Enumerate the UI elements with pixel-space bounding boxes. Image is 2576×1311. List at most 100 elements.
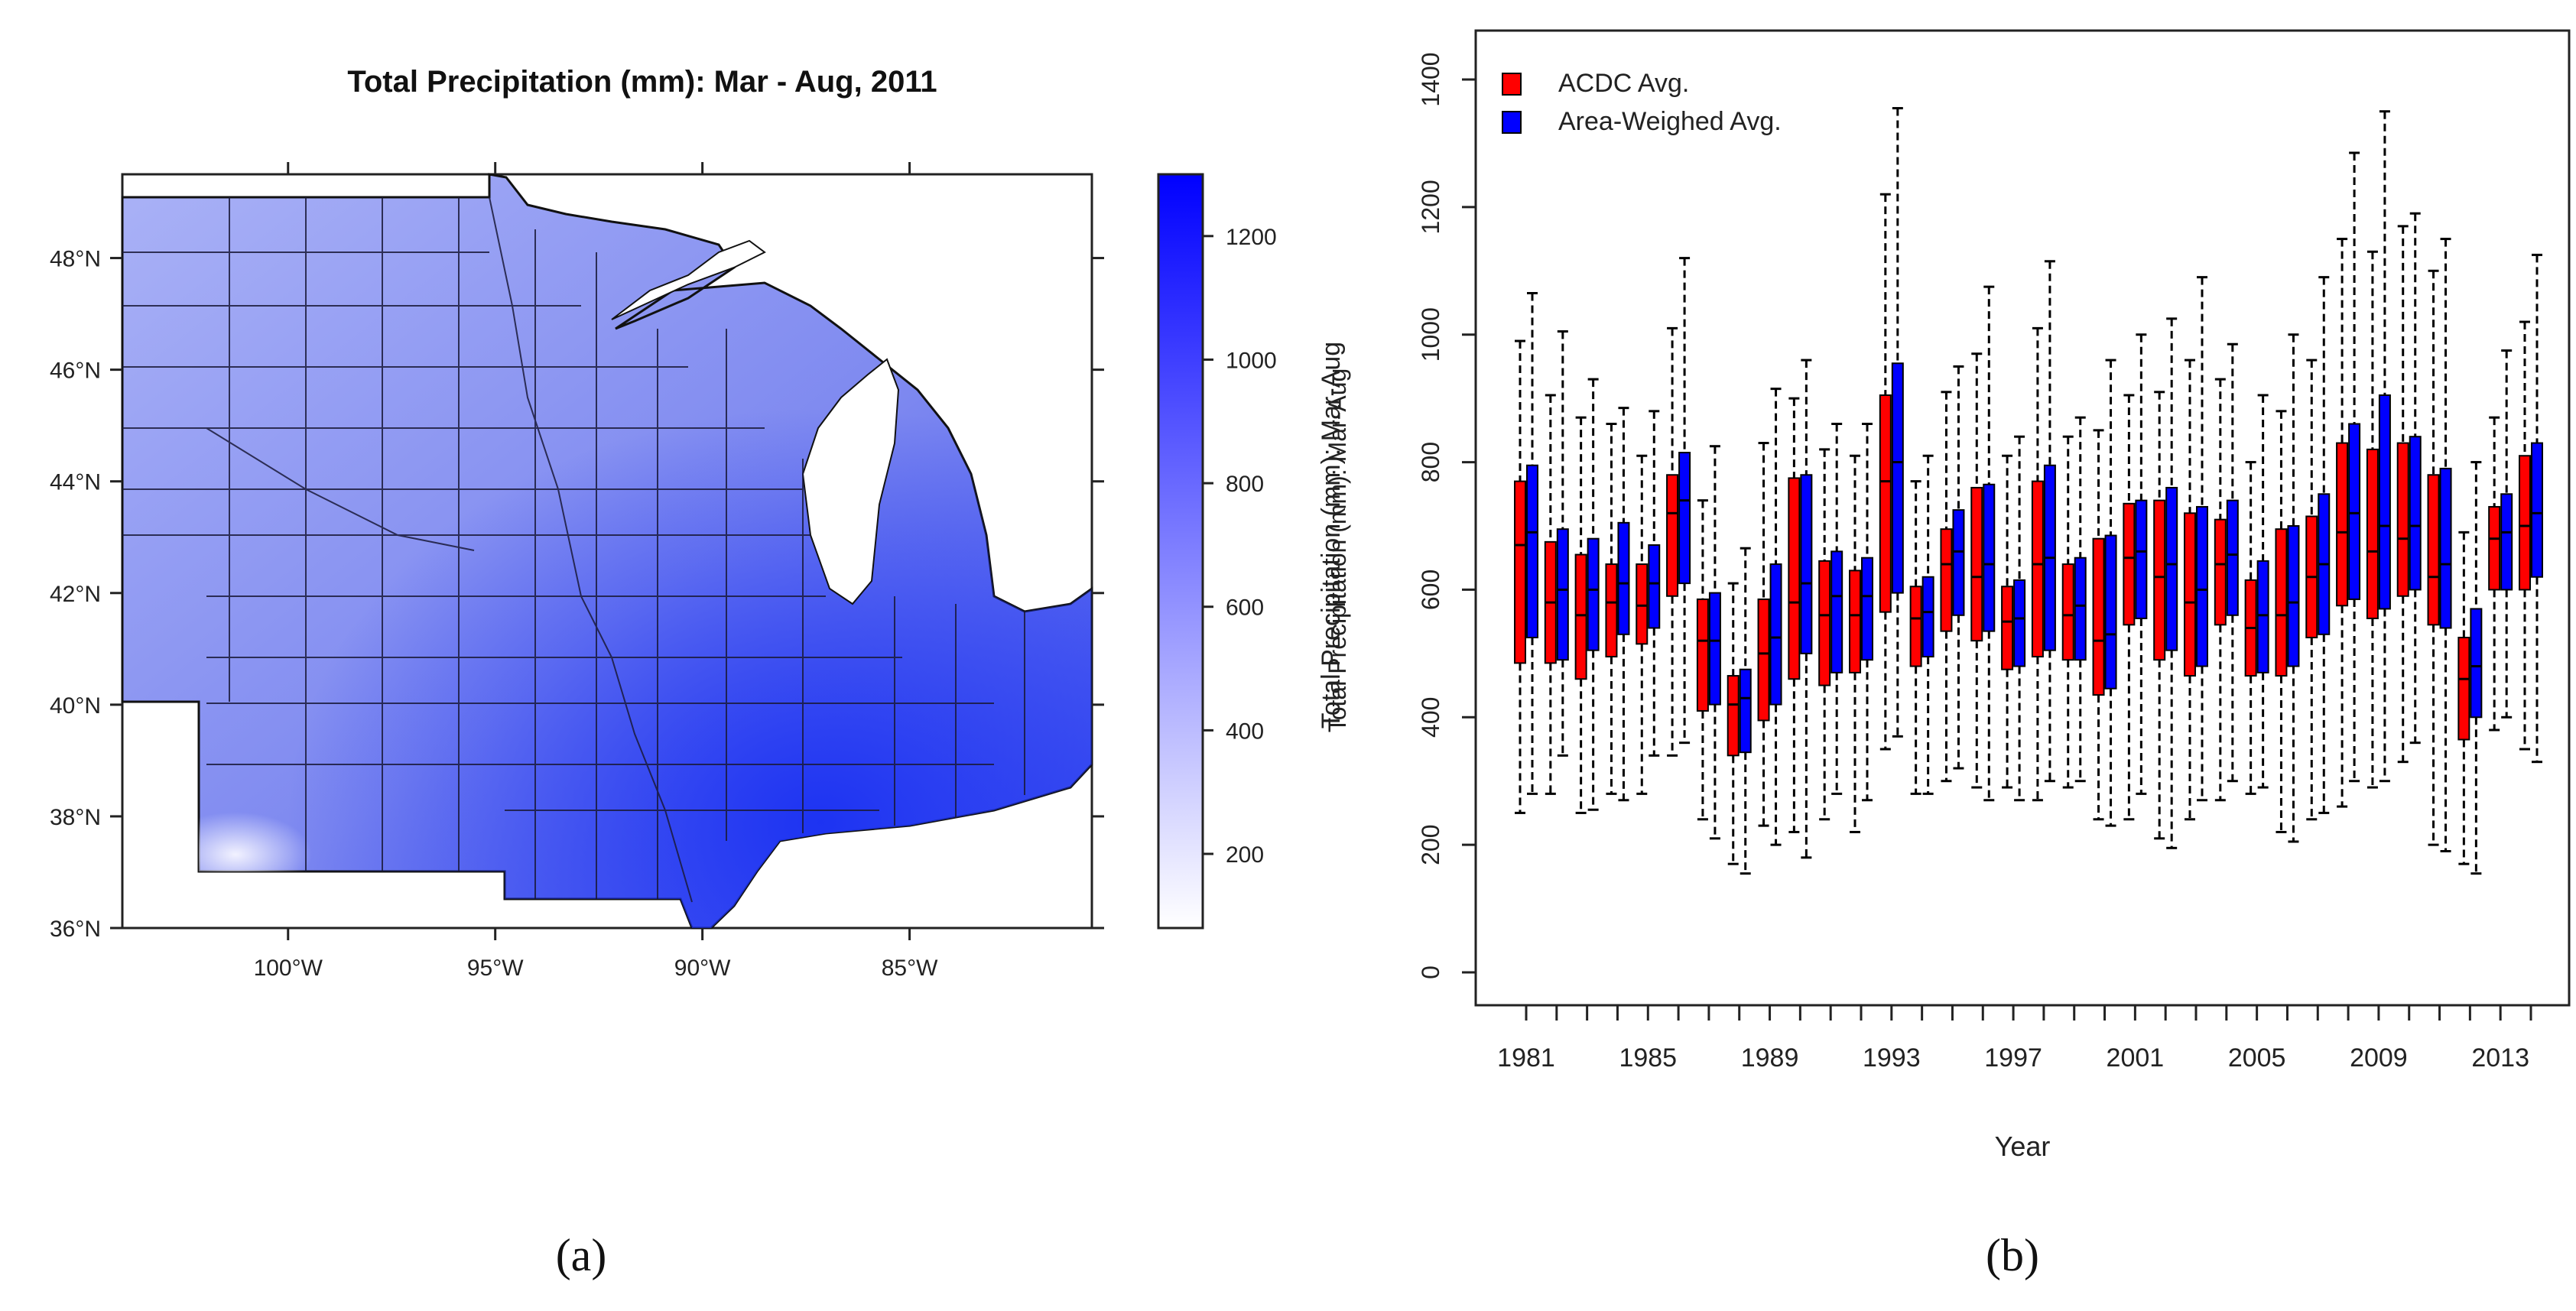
box-iqr [1678, 452, 1691, 585]
colorbar-tick-label: 200 [1226, 842, 1264, 868]
acdc-box-1985 [1636, 454, 1649, 795]
area-weighed-box-1994 [1921, 454, 1934, 795]
boxplot-y-tick-label: 1400 [1417, 52, 1444, 106]
acdc-box-2012 [2457, 531, 2470, 865]
map-x-tick-label: 85°W [882, 956, 938, 981]
box-iqr [1849, 570, 1861, 673]
acdc-box-2014 [2519, 320, 2531, 751]
acdc-box-1987 [1696, 499, 1709, 821]
area-weighed-box-2005 [2256, 394, 2269, 789]
box-iqr [1830, 550, 1843, 673]
box-iqr [1727, 675, 1740, 757]
acdc-box-1984 [1605, 423, 1618, 795]
area-weighed-box-1985 [1648, 410, 1661, 757]
box-iqr [1617, 521, 1630, 635]
area-weighed-box-2000 [2104, 359, 2117, 827]
colorbar-ticks: 200 400 600 800 1000 1200 [1203, 225, 1277, 868]
acdc-box-1995 [1940, 391, 1953, 783]
acdc-box-1993 [1879, 193, 1892, 751]
boxplot-x-tick-label: 1997 [1984, 1043, 2042, 1072]
boxplot-y-tick-label: 800 [1417, 442, 1444, 482]
map-x-axis: 100°W 95°W 90°W 85°W [254, 162, 938, 981]
area-weighed-box-1990 [1800, 359, 1813, 859]
map-y-tick-label: 36°N [50, 917, 101, 942]
box-iqr [2427, 474, 2440, 626]
area-weighed-box-1993 [1891, 107, 1904, 738]
box-iqr [2165, 486, 2178, 651]
acdc-box-1999 [2061, 435, 2074, 789]
acdc-box-1983 [1574, 416, 1587, 814]
area-weighed-box-1983 [1587, 378, 1600, 811]
box-iqr [2135, 499, 2148, 619]
boxplot-x-tick-label: 1981 [1497, 1043, 1555, 1072]
map-x-tick-label: 95°W [467, 956, 524, 981]
box-iqr [1605, 563, 1618, 658]
box-iqr [1800, 474, 1813, 654]
boxplot-x-tick-label: 2009 [2350, 1043, 2408, 1072]
box-iqr [1861, 557, 1873, 661]
box-iqr [2275, 528, 2288, 677]
box-iqr [2153, 499, 2166, 661]
acdc-box-1997 [2001, 454, 2014, 789]
map-y-tick-label: 40°N [50, 693, 101, 719]
box-iqr [1648, 544, 1661, 629]
colorbar-label: Total Precipitation (mm): Mar-Aug [1324, 368, 1351, 733]
box-iqr [2366, 448, 2379, 619]
area-weighed-box-2004 [2226, 342, 2239, 783]
boxplot-y-axis: 0 200 400 600 800 1000 1200 1400 [1417, 52, 1476, 979]
area-weighed-box-1996 [1983, 285, 1996, 802]
colorbar-tick-label: 1000 [1226, 348, 1277, 373]
box-iqr [2226, 499, 2239, 616]
box-iqr [2061, 563, 2074, 661]
box-iqr [2074, 557, 2087, 661]
panel-a-label: (a) [556, 1230, 607, 1280]
box-iqr [2104, 534, 2117, 690]
colorbar-tick-label: 1200 [1226, 225, 1277, 250]
area-weighed-box-1988 [1739, 547, 1752, 875]
box-iqr [2409, 436, 2422, 591]
box-iqr [1788, 477, 1801, 680]
boxplot-y-tick-label: 200 [1417, 824, 1444, 865]
map-y-tick-label: 48°N [50, 247, 101, 272]
legend-label-area-weighed: Area-Weighed Avg. [1558, 107, 1782, 136]
acdc-box-1989 [1757, 442, 1770, 827]
area-weighed-box-2002 [2165, 317, 2178, 849]
boxplot-y-tick-label: 1000 [1417, 307, 1444, 362]
lake-michigan [801, 358, 900, 605]
map-y-tick-label: 38°N [50, 805, 101, 830]
acdc-box-2008 [2336, 238, 2349, 808]
acdc-box-1994 [1909, 480, 1922, 795]
area-weighed-box-2010 [2409, 212, 2422, 745]
area-weighed-box-1989 [1769, 388, 1782, 846]
area-weighed-box-2001 [2135, 333, 2148, 795]
boxplot-y-tick-label: 1200 [1417, 180, 1444, 234]
acdc-box-1996 [1970, 352, 1983, 789]
acdc-box-2009 [2366, 250, 2379, 789]
area-weighed-box-1982 [1556, 330, 1569, 757]
colorbar-tick-label: 800 [1226, 472, 1264, 497]
boxplot-y-tick-label: 400 [1417, 697, 1444, 738]
acdc-box-1988 [1727, 582, 1740, 865]
map-y-tick-label: 42°N [50, 582, 101, 607]
box-iqr [1757, 598, 1770, 722]
panel-b-label: (b) [1986, 1230, 2039, 1280]
box-iqr [1970, 486, 1983, 642]
boxplot-y-tick-label: 0 [1417, 965, 1444, 979]
box-iqr [1891, 362, 1904, 594]
area-weighed-box-1998 [2043, 260, 2056, 783]
box-iqr [2488, 505, 2501, 591]
boxplot-boxes [1514, 107, 2543, 875]
map-y-tick-label: 46°N [50, 359, 101, 384]
boxplot-x-label: Year [1995, 1131, 2051, 1162]
area-weighed-box-1986 [1678, 257, 1691, 745]
area-weighed-box-2008 [2348, 151, 2361, 783]
area-weighed-box-1992 [1861, 423, 1873, 802]
acdc-box-2006 [2275, 410, 2288, 833]
acdc-box-1998 [2031, 326, 2044, 802]
box-iqr [2196, 505, 2208, 667]
boxplot-x-axis: 1981 1985 1989 1993 1997 2001 2005 2009 2013 [1497, 1005, 2532, 1072]
boxplot-x-tick-label: 2005 [2228, 1043, 2286, 1072]
acdc-box-1981 [1514, 339, 1526, 814]
acdc-box-2004 [2214, 378, 2227, 802]
